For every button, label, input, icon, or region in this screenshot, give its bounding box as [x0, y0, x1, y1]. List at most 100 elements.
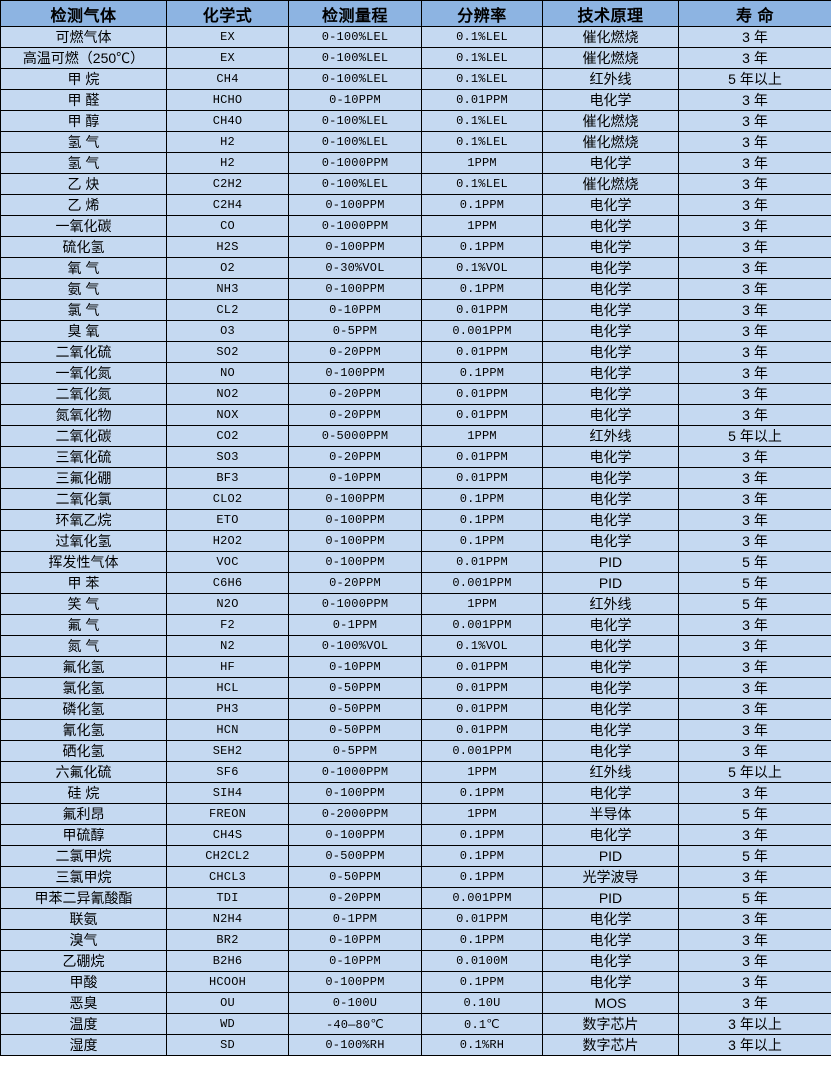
cell-technology: 电化学	[542, 446, 679, 468]
cell-chemical-formula: NO	[166, 362, 289, 384]
cell-gas-name: 硒化氢	[0, 740, 167, 762]
cell-measuring-range: 0-100U	[288, 992, 422, 1014]
cell-gas-name: 二氧化硫	[0, 341, 167, 363]
cell-resolution: 0.01PPM	[421, 677, 543, 699]
table-row: 三氯甲烷 CHCL3 0-50PPM 0.1PPM 光学波导 3 年	[0, 866, 831, 888]
cell-resolution: 0.01PPM	[421, 341, 543, 363]
cell-technology: 电化学	[542, 278, 679, 300]
table-row: 三氧化硫 SO3 0-20PPM 0.01PPM 电化学 3 年	[0, 446, 831, 468]
cell-lifespan: 5 年	[678, 803, 831, 825]
cell-technology: 催化燃烧	[542, 131, 679, 153]
table-row: 甲 醇 CH4O 0-100%LEL 0.1%LEL 催化燃烧 3 年	[0, 110, 831, 132]
table-row: 氟 气 F2 0-1PPM 0.001PPM 电化学 3 年	[0, 614, 831, 636]
table-row: 湿度 SD 0-100%RH 0.1%RH 数字芯片 3 年以上	[0, 1034, 831, 1056]
cell-gas-name: 氟利昂	[0, 803, 167, 825]
cell-resolution: 0.001PPM	[421, 572, 543, 594]
cell-gas-name: 甲苯二异氰酸酯	[0, 887, 167, 909]
cell-measuring-range: 0-100%LEL	[288, 131, 422, 153]
cell-lifespan: 3 年	[678, 677, 831, 699]
cell-gas-name: 环氧乙烷	[0, 509, 167, 531]
cell-measuring-range: 0-100%LEL	[288, 26, 422, 48]
cell-resolution: 0.01PPM	[421, 908, 543, 930]
table-row: 乙硼烷 B2H6 0-10PPM 0.0100M 电化学 3 年	[0, 950, 831, 972]
cell-measuring-range: 0-10PPM	[288, 656, 422, 678]
cell-technology: 红外线	[542, 425, 679, 447]
cell-technology: 电化学	[542, 698, 679, 720]
cell-lifespan: 3 年	[678, 404, 831, 426]
table-row: 甲酸 HCOOH 0-100PPM 0.1PPM 电化学 3 年	[0, 971, 831, 993]
table-row: 二氧化碳 CO2 0-5000PPM 1PPM 红外线 5 年以上	[0, 425, 831, 447]
cell-gas-name: 甲硫醇	[0, 824, 167, 846]
cell-gas-name: 三氧化硫	[0, 446, 167, 468]
cell-lifespan: 5 年以上	[678, 761, 831, 783]
cell-measuring-range: 0-10PPM	[288, 299, 422, 321]
cell-measuring-range: 0-1000PPM	[288, 152, 422, 174]
cell-measuring-range: 0-100PPM	[288, 278, 422, 300]
table-row: 甲 醛 HCHO 0-10PPM 0.01PPM 电化学 3 年	[0, 89, 831, 111]
cell-technology: 数字芯片	[542, 1034, 679, 1056]
cell-lifespan: 3 年以上	[678, 1034, 831, 1056]
cell-lifespan: 5 年	[678, 887, 831, 909]
cell-technology: 催化燃烧	[542, 47, 679, 69]
cell-lifespan: 3 年	[678, 740, 831, 762]
cell-gas-name: 氧 气	[0, 257, 167, 279]
table-header-row: 检测气体 化学式 检测量程 分辨率 技术原理 寿 命	[0, 0, 831, 27]
cell-resolution: 0.1℃	[421, 1013, 543, 1035]
table-row: 一氧化氮 NO 0-100PPM 0.1PPM 电化学 3 年	[0, 362, 831, 384]
cell-gas-name: 六氟化硫	[0, 761, 167, 783]
cell-technology: 催化燃烧	[542, 110, 679, 132]
cell-resolution: 0.001PPM	[421, 320, 543, 342]
table-body: 可燃气体 EX 0-100%LEL 0.1%LEL 催化燃烧 3 年高温可燃（250℃） E…	[0, 26, 831, 1056]
cell-technology: PID	[542, 887, 679, 909]
table-row: 氨 气 NH3 0-100PPM 0.1PPM 电化学 3 年	[0, 278, 831, 300]
cell-resolution: 0.1%LEL	[421, 173, 543, 195]
cell-lifespan: 3 年	[678, 299, 831, 321]
cell-chemical-formula: ETO	[166, 509, 289, 531]
cell-gas-name: 一氧化氮	[0, 362, 167, 384]
table-row: 氮 气 N2 0-100%VOL 0.1%VOL 电化学 3 年	[0, 635, 831, 657]
table-row: 可燃气体 EX 0-100%LEL 0.1%LEL 催化燃烧 3 年	[0, 26, 831, 48]
cell-chemical-formula: C2H2	[166, 173, 289, 195]
cell-lifespan: 3 年	[678, 26, 831, 48]
cell-chemical-formula: SD	[166, 1034, 289, 1056]
cell-technology: 数字芯片	[542, 1013, 679, 1035]
cell-resolution: 0.1PPM	[421, 194, 543, 216]
table-row: 温度 WD -40—80℃ 0.1℃ 数字芯片 3 年以上	[0, 1013, 831, 1035]
cell-technology: PID	[542, 551, 679, 573]
cell-measuring-range: 0-50PPM	[288, 719, 422, 741]
cell-chemical-formula: NOX	[166, 404, 289, 426]
cell-measuring-range: 0-20PPM	[288, 341, 422, 363]
cell-measuring-range: 0-20PPM	[288, 887, 422, 909]
column-header-resolution: 分辨率	[421, 0, 543, 27]
cell-lifespan: 3 年	[678, 950, 831, 972]
cell-gas-name: 二氧化氮	[0, 383, 167, 405]
cell-measuring-range: 0-5PPM	[288, 320, 422, 342]
cell-gas-name: 溴气	[0, 929, 167, 951]
cell-gas-name: 氢 气	[0, 131, 167, 153]
cell-chemical-formula: N2H4	[166, 908, 289, 930]
cell-gas-name: 硫化氢	[0, 236, 167, 258]
cell-chemical-formula: HF	[166, 656, 289, 678]
cell-resolution: 0.001PPM	[421, 887, 543, 909]
column-header-technology: 技术原理	[542, 0, 679, 27]
cell-resolution: 0.01PPM	[421, 467, 543, 489]
cell-resolution: 0.1PPM	[421, 824, 543, 846]
table-row: 氰化氢 HCN 0-50PPM 0.01PPM 电化学 3 年	[0, 719, 831, 741]
cell-measuring-range: 0-20PPM	[288, 572, 422, 594]
cell-resolution: 0.01PPM	[421, 404, 543, 426]
cell-measuring-range: 0-100PPM	[288, 194, 422, 216]
cell-chemical-formula: CLO2	[166, 488, 289, 510]
cell-technology: 电化学	[542, 194, 679, 216]
cell-chemical-formula: N2	[166, 635, 289, 657]
cell-technology: 催化燃烧	[542, 26, 679, 48]
cell-measuring-range: 0-100PPM	[288, 551, 422, 573]
cell-resolution: 0.1PPM	[421, 845, 543, 867]
cell-resolution: 0.1%LEL	[421, 26, 543, 48]
cell-lifespan: 3 年	[678, 488, 831, 510]
cell-chemical-formula: CH4O	[166, 110, 289, 132]
cell-lifespan: 3 年	[678, 152, 831, 174]
cell-lifespan: 3 年	[678, 614, 831, 636]
cell-chemical-formula: H2	[166, 152, 289, 174]
cell-resolution: 0.1PPM	[421, 236, 543, 258]
cell-lifespan: 3 年以上	[678, 1013, 831, 1035]
